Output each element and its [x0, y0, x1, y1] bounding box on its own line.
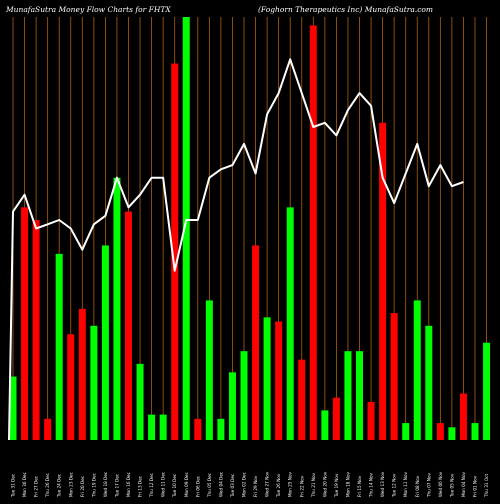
- x-tick-label: Wed 11 Dec: [161, 471, 166, 497]
- x-tick-label: Fri 13 Dec: [138, 475, 143, 497]
- x-tick-label: Fri 08 Nov: [415, 475, 420, 497]
- x-tick-label: Wed 04 Dec: [218, 471, 223, 497]
- x-tick-label: Mon 04 Nov: [461, 471, 466, 497]
- bar: [436, 423, 444, 440]
- bar: [101, 245, 109, 440]
- bar: [356, 351, 363, 440]
- bar: [483, 342, 491, 440]
- x-tick-label: Fri 01 Nov: [473, 475, 478, 497]
- x-tick-label: Fri 06 Dec: [195, 475, 200, 497]
- x-tick-label: Thu 12 Dec: [149, 472, 154, 498]
- x-tick-label: Wed 20 Nov: [322, 471, 327, 497]
- bar: [275, 321, 283, 440]
- bar: [286, 207, 294, 440]
- x-tick-label: Thu 05 Dec: [207, 472, 212, 498]
- x-tick-label: Thu 19 Dec: [91, 472, 96, 498]
- bar: [217, 418, 225, 440]
- bar: [148, 414, 156, 440]
- x-tick-label: Fri 20 Dec: [80, 475, 85, 497]
- bar: [159, 414, 167, 440]
- bar: [425, 325, 433, 440]
- x-tick-label: Fri 15 Nov: [357, 475, 362, 497]
- bar: [471, 423, 479, 440]
- x-tick-label: Thu 07 Nov: [426, 472, 431, 498]
- x-tick-label: Tue 19 Nov: [334, 473, 339, 498]
- bar: [9, 376, 17, 440]
- bar: [32, 220, 40, 440]
- bar: [136, 363, 144, 440]
- x-tick-label: Tue 31 Dec: [11, 473, 16, 498]
- x-tick-label: Mon 25 Nov: [288, 471, 293, 497]
- bar: [228, 372, 236, 440]
- bar: [113, 177, 121, 441]
- bar: [194, 418, 202, 440]
- x-tick-label: Tue 24 Dec: [57, 473, 62, 498]
- x-tick-label: Thu 26 Dec: [45, 472, 50, 498]
- bars: [9, 17, 491, 441]
- x-tick-label: Tue 10 Dec: [172, 473, 177, 498]
- x-tick-label: Tue 26 Nov: [276, 473, 281, 498]
- x-tick-label: Tue 17 Dec: [114, 473, 119, 498]
- money-flow-line: [8, 58, 464, 441]
- bar: [44, 418, 52, 440]
- bar: [240, 351, 248, 440]
- bar: [125, 211, 132, 440]
- x-tick-label: Mon 18 Nov: [345, 471, 350, 497]
- bar: [390, 313, 398, 440]
- x-tick-label: Mon 23 Dec: [68, 471, 73, 497]
- chart-title: MunafaSutra Money Flow Charts for FHTX: [6, 5, 171, 14]
- x-tick-label: Mon 16 Dec: [126, 471, 131, 497]
- x-tick-label: Mon 30 Dec: [22, 471, 27, 497]
- bar: [67, 334, 75, 440]
- bar: [55, 253, 63, 440]
- x-tick-labels: Tue 31 Dec Mon 30 Dec Fri 27 Dec Thu 26 Dec…: [11, 471, 490, 498]
- x-tick-label: Fri 29 Nov: [253, 475, 258, 497]
- x-tick-label: Mon 02 Dec: [242, 471, 247, 497]
- bar: [448, 427, 456, 440]
- x-tick-label: Thu 21 Nov: [311, 472, 316, 498]
- bar: [171, 63, 179, 440]
- x-tick-label: Thu 14 Nov: [369, 472, 374, 498]
- x-tick-label: Wed 18 Dec: [103, 471, 108, 497]
- x-tick-label: Thu 31 Oct: [484, 474, 489, 498]
- bar: [459, 393, 467, 440]
- bar: [379, 122, 387, 440]
- x-tick-label: Wed 06 Nov: [438, 471, 443, 497]
- x-tick-label: Wed 27 Nov: [265, 471, 270, 497]
- bar: [298, 359, 306, 440]
- bar: [402, 423, 410, 440]
- bar: [344, 351, 352, 440]
- bar: [78, 308, 86, 440]
- x-tick-label: Fri 22 Nov: [299, 475, 304, 497]
- x-tick-label: Tue 05 Nov: [449, 473, 454, 498]
- bar: [252, 245, 260, 440]
- bar: [321, 410, 329, 440]
- bar: [309, 25, 317, 441]
- x-tick-label: Mon 11 Nov: [403, 471, 408, 497]
- bar: [413, 300, 421, 440]
- chart-subtitle: (Foghorn Therapeutics Inc) MunafaSutra.c…: [258, 5, 434, 14]
- x-tick-label: Fri 27 Dec: [34, 475, 39, 497]
- x-tick-label: Wed 13 Nov: [380, 471, 385, 497]
- bar: [182, 17, 190, 440]
- bar: [21, 207, 29, 440]
- bar: [90, 325, 98, 440]
- bar: [205, 300, 213, 440]
- bar: [367, 401, 375, 440]
- bar: [263, 317, 271, 440]
- bar: [332, 397, 340, 440]
- x-tick-label: Tue 03 Dec: [230, 473, 235, 498]
- x-tick-label: Tue 12 Nov: [392, 473, 397, 498]
- x-tick-label: Mon 09 Dec: [184, 471, 189, 497]
